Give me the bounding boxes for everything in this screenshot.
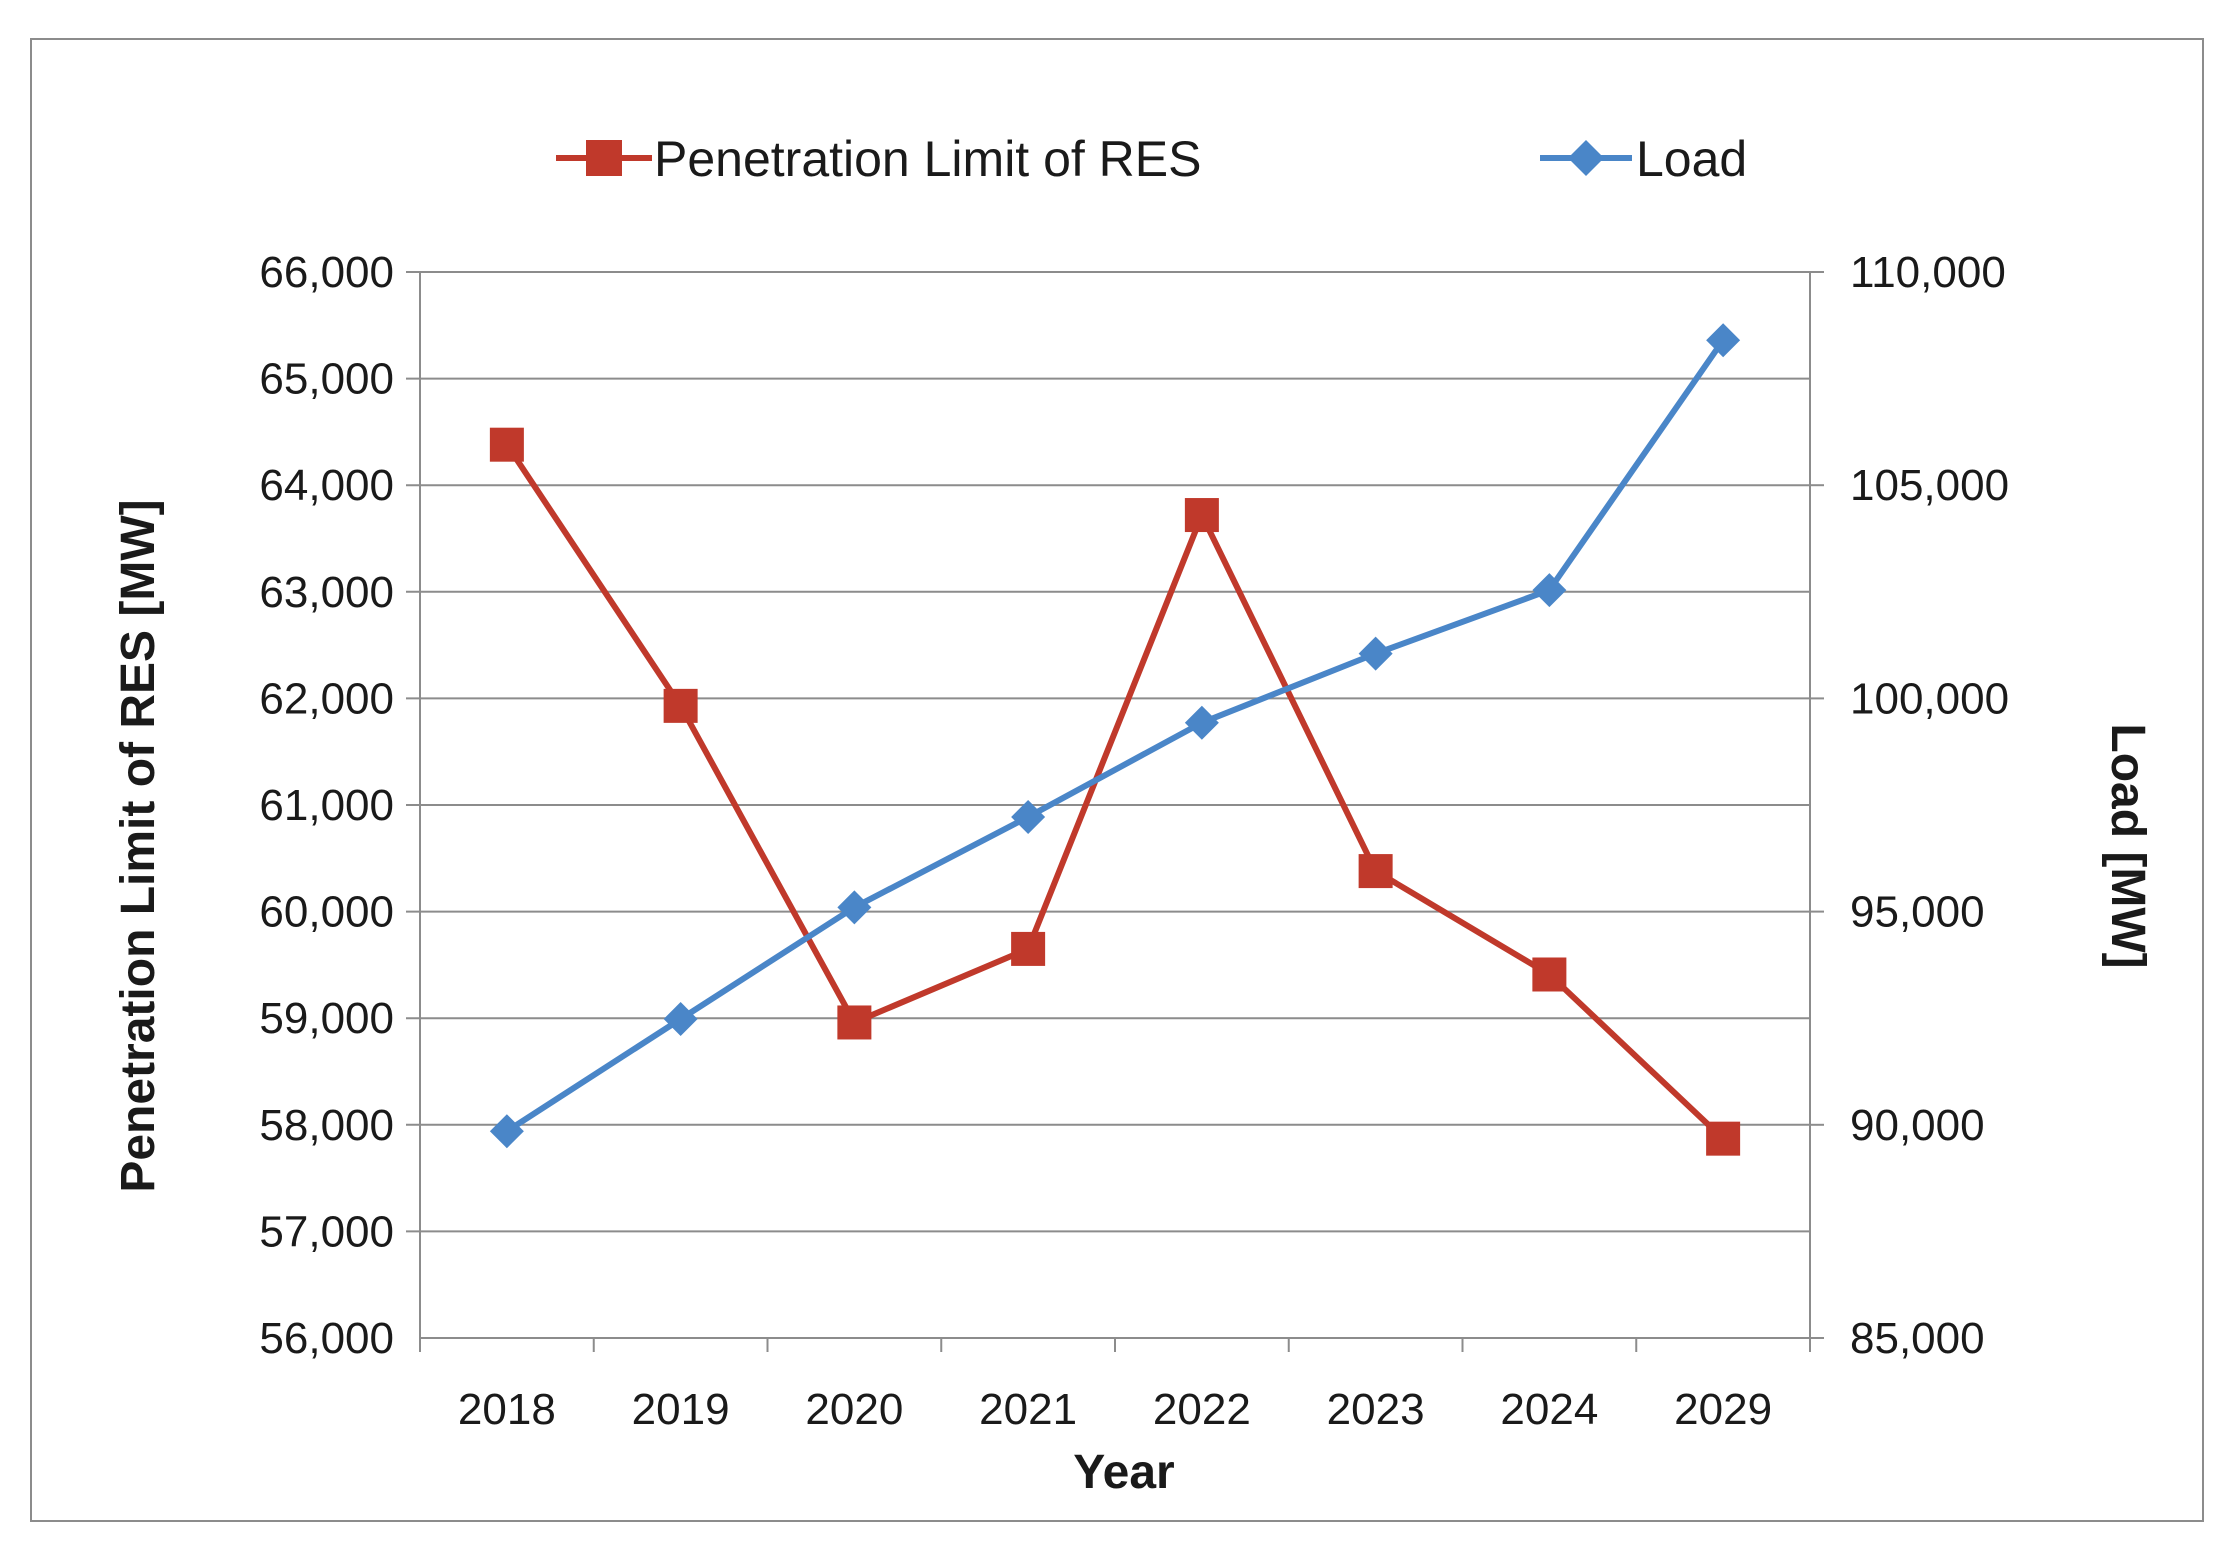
right-tick-label: 85,000 [1850, 1314, 1985, 1363]
series-res [489, 427, 1741, 1156]
left-axis-ticks: 56,000 57,000 58,000 59,000 60,000 61,000 62,0… [259, 248, 394, 1363]
legend-load-label: Load [1636, 131, 1747, 187]
series-load [489, 323, 1741, 1149]
res-point[interactable] [1358, 854, 1393, 889]
load-point[interactable] [1358, 636, 1393, 671]
legend: Penetration Limit of RES Load [556, 131, 1747, 187]
load-point[interactable] [1184, 705, 1219, 740]
left-tick-label: 61,000 [259, 781, 394, 830]
x-axis-title: Year [1073, 1446, 1174, 1499]
legend-res-marker [586, 140, 622, 176]
left-tick-label: 65,000 [259, 355, 394, 404]
right-tick-label: 95,000 [1850, 888, 1985, 937]
series-line [505, 338, 1726, 1134]
left-tick-label: 58,000 [259, 1101, 394, 1150]
legend-item-res[interactable]: Penetration Limit of RES [556, 131, 1202, 187]
res-point[interactable] [1184, 498, 1219, 533]
x-tick-label: 2018 [458, 1385, 556, 1434]
res-point[interactable] [837, 1005, 872, 1040]
load-point[interactable] [663, 1002, 698, 1037]
x-tick-label: 2020 [805, 1385, 903, 1434]
legend-item-load[interactable]: Load [1540, 131, 1747, 187]
res-point[interactable] [489, 427, 524, 462]
left-tick-label: 56,000 [259, 1314, 394, 1363]
x-axis-ticks: 2018 2019 2020 2021 2022 2023 2024 2029 [419, 1338, 1811, 1434]
left-axis-title: Penetration Limit of RES [MW] [112, 499, 165, 1192]
load-point[interactable] [837, 890, 872, 925]
right-axis-title: Load [MW] [2101, 723, 2154, 968]
chart-frame [30, 38, 2204, 1522]
x-tick-label: 2024 [1500, 1385, 1598, 1434]
x-tick-label: 2022 [1153, 1385, 1251, 1434]
x-tick-label: 2021 [979, 1385, 1077, 1434]
res-point[interactable] [1532, 957, 1567, 992]
x-tick-label: 2029 [1674, 1385, 1772, 1434]
load-point[interactable] [489, 1114, 524, 1149]
right-axis-ticks: 85,000 90,000 95,000 100,000 105,000 110,000 [1810, 248, 2009, 1363]
res-point[interactable] [1011, 931, 1046, 966]
right-tick-label: 110,000 [1850, 248, 2006, 297]
gridlines [406, 271, 1810, 1233]
legend-res-label: Penetration Limit of RES [654, 131, 1202, 187]
x-tick-label: 2019 [632, 1385, 730, 1434]
series-line [504, 443, 1726, 1141]
load-point[interactable] [1011, 799, 1046, 834]
res-point[interactable] [1706, 1121, 1741, 1156]
left-tick-label: 57,000 [259, 1207, 394, 1256]
series-layer [489, 323, 1741, 1156]
legend-load-marker [1568, 140, 1604, 176]
left-tick-label: 60,000 [259, 888, 394, 937]
right-tick-label: 100,000 [1850, 674, 2009, 723]
left-tick-label: 63,000 [259, 568, 394, 617]
left-tick-label: 66,000 [259, 248, 394, 297]
x-tick-label: 2023 [1327, 1385, 1425, 1434]
left-tick-label: 62,000 [259, 674, 394, 723]
left-tick-label: 59,000 [259, 994, 394, 1043]
left-tick-label: 64,000 [259, 461, 394, 510]
right-tick-label: 105,000 [1850, 461, 2009, 510]
load-point[interactable] [1706, 323, 1741, 358]
load-point[interactable] [1532, 573, 1567, 608]
right-tick-label: 90,000 [1850, 1101, 1985, 1150]
res-point[interactable] [663, 688, 698, 723]
